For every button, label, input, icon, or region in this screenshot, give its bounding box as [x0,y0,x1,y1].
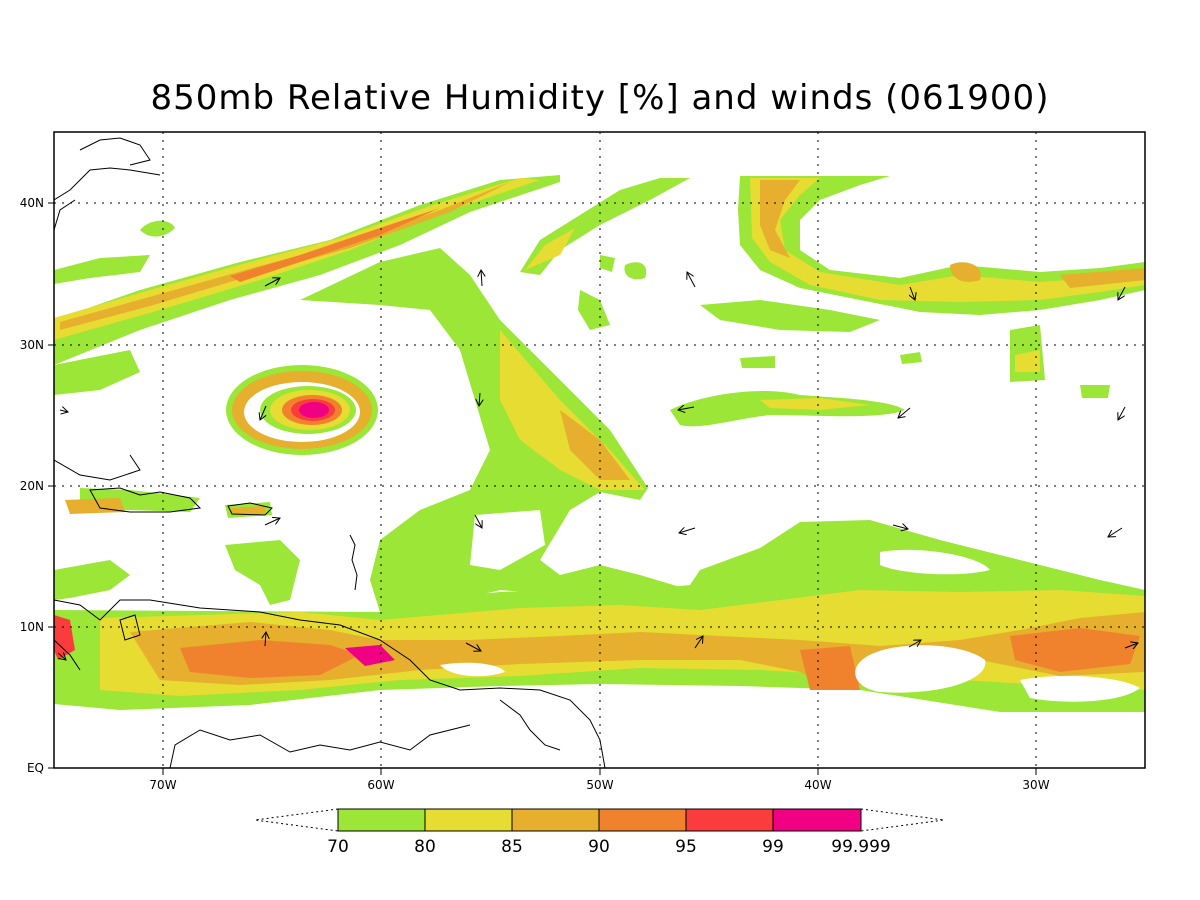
wind-vectors [57,270,1138,660]
central-tongue-70 [300,248,690,612]
north-america-coast [54,167,161,231]
coastlines [54,137,606,768]
colorbar-swatch-99 [772,808,862,832]
graticule [54,132,1145,768]
colorbar-label-95: 95 [675,837,697,857]
colorbar-swatch-85 [511,808,600,832]
colorbar-swatch-95 [685,808,774,832]
humidity-fields [54,175,1145,712]
lat-label-30n: 30N [20,338,44,352]
colorbar-label-85: 85 [501,837,523,857]
colorbar: 70 80 85 90 95 99 99.999 [254,808,945,857]
lon-label-50w: 50W [586,778,613,792]
lon-label-40w: 40W [804,778,831,792]
hurricane-core-99 [299,402,329,418]
colorbar-swatch-80 [424,808,513,832]
colorbar-label-80: 80 [414,837,436,857]
colorbar-swatch-90 [598,808,687,832]
colorbar-low-triangle [254,808,339,832]
lat-label-10n: 10N [20,620,44,634]
lat-label-eq: EQ [27,761,44,775]
lon-label-70w: 70W [149,778,176,792]
colorbar-high-triangle [860,808,945,832]
colorbar-swatch-70 [337,808,426,832]
colorbar-label-70: 70 [327,837,349,857]
colorbar-label-90: 90 [588,837,610,857]
lat-label-40n: 40N [20,196,44,210]
lon-label-60w: 60W [367,778,394,792]
jet-band-70 [54,175,560,365]
colorbar-label-99999: 99.999 [831,837,890,857]
south-america-coast [54,599,606,768]
southern-band-90 [180,640,360,678]
colorbar-label-99: 99 [762,837,784,857]
lat-label-20n: 20N [20,479,44,493]
lon-label-30w: 30W [1022,778,1049,792]
map-title: 850mb Relative Humidity [%] and winds (0… [150,78,1050,118]
